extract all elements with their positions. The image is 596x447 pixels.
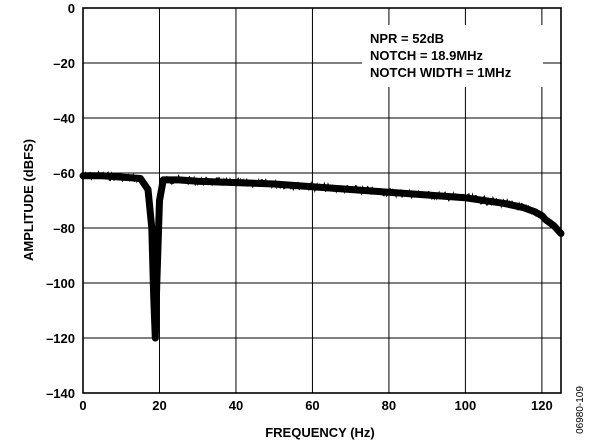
y-tick-label: –40 <box>53 111 75 126</box>
series-point <box>197 180 199 182</box>
series-point <box>533 211 535 212</box>
y-axis-title: AMPLITUDE (dBFS) <box>21 139 36 261</box>
y-tick-label: –80 <box>53 221 75 236</box>
series-point <box>503 202 505 204</box>
series-point <box>541 215 543 217</box>
series-point <box>545 219 547 221</box>
plot-frame <box>82 7 562 394</box>
x-tick-label: 60 <box>305 398 319 413</box>
series-point <box>350 189 352 190</box>
y-tick-label: –20 <box>53 56 75 71</box>
series-point <box>153 296 155 298</box>
annotation-npr: NPR = 52dB <box>370 31 444 46</box>
x-tick-label: 20 <box>152 398 166 413</box>
series-point <box>147 189 149 190</box>
y-tick-label: –100 <box>46 276 75 291</box>
series-point <box>464 197 466 199</box>
series-point <box>178 179 180 181</box>
x-tick-label: 100 <box>455 398 477 413</box>
series-point <box>101 175 103 177</box>
y-tick-labels: 0 –20 –40 –60 –80 –100 –120 –140 <box>46 1 75 401</box>
series-point <box>162 179 164 181</box>
series-point <box>120 176 122 178</box>
series-point <box>522 206 524 208</box>
series-point <box>158 200 160 201</box>
series-point <box>549 222 551 223</box>
series-point <box>273 183 275 185</box>
series-point <box>235 182 237 184</box>
series-point <box>426 194 428 196</box>
series-point <box>156 282 158 284</box>
figure-id: 06980-109 <box>575 386 586 434</box>
series-line-noise <box>82 169 561 337</box>
y-tick-label: –60 <box>53 166 75 181</box>
x-tick-label: 0 <box>79 398 86 413</box>
y-tick-label: 0 <box>68 1 75 16</box>
annotation-box <box>362 25 543 87</box>
series-point <box>311 186 313 188</box>
x-tick-label: 120 <box>531 398 553 413</box>
y-tick-label: –120 <box>46 331 75 346</box>
x-tick-label: 80 <box>382 398 396 413</box>
series-group <box>79 169 565 342</box>
y-tick-label: –140 <box>46 386 75 401</box>
series-point <box>388 191 390 193</box>
series-point <box>151 227 153 229</box>
series-point <box>154 337 156 339</box>
series-point <box>556 228 558 230</box>
series-point <box>552 224 554 226</box>
series-point <box>139 178 141 179</box>
x-axis-title: FREQUENCY (Hz) <box>265 425 375 440</box>
annotation-notch-width: NOTCH WIDTH = 1MHz <box>370 65 512 80</box>
x-tick-labels: 0 20 40 60 80 100 120 <box>79 398 552 413</box>
annotation-notch: NOTCH = 18.9MHz <box>370 48 484 63</box>
x-tick-label: 40 <box>229 398 243 413</box>
